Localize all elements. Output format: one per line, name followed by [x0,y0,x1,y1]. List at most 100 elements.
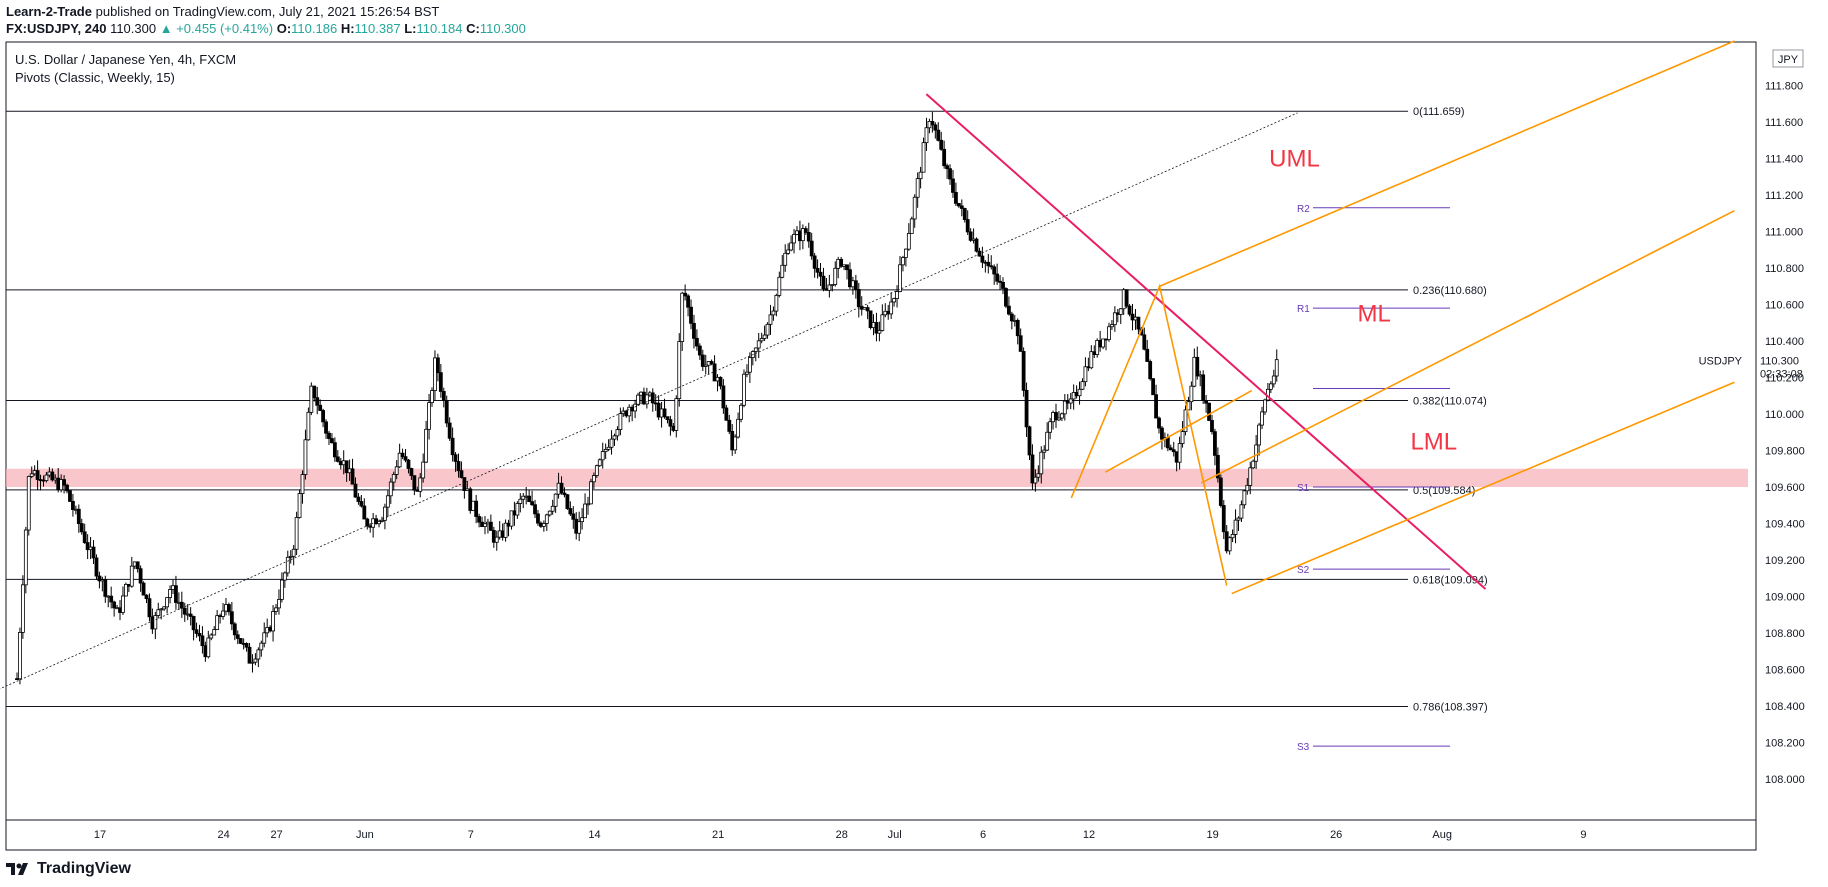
candle-body [880,314,885,331]
candle-body [453,454,458,462]
candle-body [197,633,202,637]
candle-body [1077,388,1082,397]
candle-body [297,493,302,518]
candle-body [1036,473,1041,478]
candle-body [462,477,467,491]
candle-body [736,418,741,438]
candle-body [800,228,805,242]
support-zone [6,468,1748,487]
candle-body [942,148,947,167]
time-tick-label: 19 [1206,829,1218,841]
candle-body [488,521,493,531]
price-tick-label: 110.000 [1765,409,1804,421]
candle-body [603,448,608,452]
candle-body [747,357,752,373]
candle-body [397,452,402,468]
candle-body [385,495,390,508]
candle-body [889,301,894,315]
candle-body [350,468,355,485]
candle-body [365,518,370,527]
pivot-label: S3 [1297,742,1310,753]
candle-body [1054,412,1058,421]
candle-body [274,607,278,612]
candle-body [1018,335,1023,352]
candle-body [438,372,443,392]
candle-body [606,446,611,450]
candle-body [247,646,252,664]
price-tick-label: 110.600 [1765,300,1804,312]
tradingview-logo-icon [6,863,28,875]
time-tick-label: 7 [468,829,474,841]
candle-body [162,606,167,610]
candle-body [1004,288,1008,307]
candle-body [948,168,952,180]
candle-body [1057,417,1061,421]
candle-body [483,523,487,528]
currency-badge-label: JPY [1778,54,1799,66]
chart-frame [5,41,1757,851]
candle-body [259,642,264,651]
candle-body [315,397,320,406]
candle-body [789,242,793,251]
candle-body [427,402,431,430]
candle-body [951,178,955,193]
candle-body [998,280,1002,283]
candle-body [965,219,970,233]
tradingview-logo[interactable]: TradingView [6,860,131,878]
candle-body [591,475,596,483]
candle-body [753,347,758,352]
candle-body [229,611,234,625]
candle-body [262,632,267,644]
candle-body [1089,351,1094,369]
candle-body [356,496,361,502]
candle-body [1045,431,1050,451]
publish-header: Learn-2-Trade published on TradingView.c… [6,4,439,19]
candle-body [335,456,340,462]
chart-title: U.S. Dollar / Japanese Yen, 4h, FXCM [15,52,236,67]
candle-body [1189,385,1194,403]
low-value: 110.184 [416,21,463,36]
candle-body [733,436,738,451]
candle-body [232,623,237,636]
candle-body [689,306,693,324]
candle-body [553,493,558,507]
candle-body [580,517,585,523]
candle-body [20,584,25,633]
currency-badge[interactable] [1772,49,1804,68]
time-tick-label: 17 [94,829,106,841]
candle-body [135,561,140,570]
candle-body [112,601,117,609]
candle-body [253,658,258,663]
indicator-legend[interactable]: Pivots (Classic, Weekly, 15) [15,70,175,85]
candle-body [450,437,455,456]
candle-body [583,503,587,519]
publisher-name[interactable]: Learn-2-Trade [6,4,92,19]
candle-body [1124,289,1129,307]
price-tick-label: 111.200 [1765,190,1803,202]
candle-body [359,501,364,507]
candle-body [509,510,514,527]
candle-body [377,520,381,525]
upper-median-line [1159,40,1735,287]
candle-body [79,523,84,533]
candle-body [1009,313,1014,322]
published-text: published on TradingView.com, July 21, 2… [95,4,440,19]
candle-body [1221,505,1226,533]
candle-body [768,314,773,325]
candle-body [1048,421,1053,433]
candle-body [353,483,358,498]
candle-body [989,265,994,268]
candle-body [271,611,275,632]
candle-body [527,495,532,503]
candle-body [1160,427,1164,440]
candle-body [279,579,284,600]
candle-body [697,345,702,356]
candle-body [918,171,923,180]
candle-body [765,323,770,336]
candle-body [444,400,449,424]
candle-body [1112,312,1117,326]
candle-body [547,510,552,516]
candle-body [1095,340,1100,355]
candle-body [533,504,537,515]
